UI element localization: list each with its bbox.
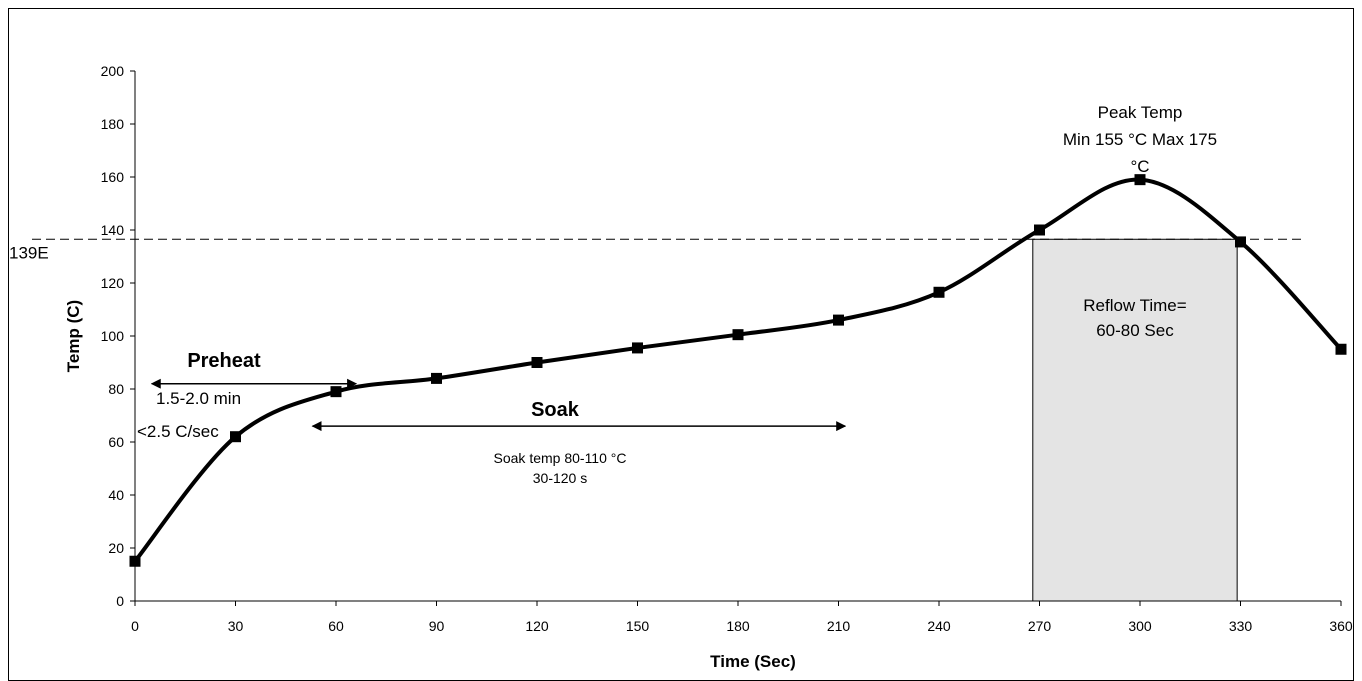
soak-title: Soak bbox=[531, 399, 580, 421]
data-point bbox=[230, 431, 241, 443]
x-tick-label: 120 bbox=[525, 618, 549, 634]
x-tick-label: 330 bbox=[1229, 618, 1253, 634]
x-tick-label: 270 bbox=[1028, 618, 1052, 634]
x-tick-label: 30 bbox=[228, 618, 244, 634]
preheat-duration: 1.5-2.0 min bbox=[156, 389, 241, 408]
x-tick-label: 180 bbox=[726, 618, 750, 634]
x-tick-label: 210 bbox=[827, 618, 851, 634]
data-point bbox=[1335, 343, 1347, 355]
y-tick-label: 140 bbox=[101, 222, 125, 238]
soak-temp: Soak temp 80-110 °C bbox=[494, 450, 627, 466]
preheat-title: Preheat bbox=[187, 350, 261, 372]
peak-temp-label: Peak Temp bbox=[1098, 103, 1183, 122]
x-tick-label: 60 bbox=[328, 618, 344, 634]
y-tick-label: 120 bbox=[101, 275, 125, 291]
data-point bbox=[431, 372, 442, 384]
peak-temp-label: °C bbox=[1130, 157, 1149, 176]
y-tick-label: 20 bbox=[108, 540, 124, 556]
x-tick-label: 240 bbox=[927, 618, 951, 634]
data-point bbox=[933, 286, 945, 298]
y-tick-label: 40 bbox=[108, 487, 124, 503]
y-tick-label: 80 bbox=[108, 381, 124, 397]
x-tick-label: 300 bbox=[1128, 618, 1152, 634]
y-tick-label: 60 bbox=[108, 434, 124, 450]
peak-temp-label: Min 155 °C Max 175 bbox=[1063, 130, 1217, 149]
y-tick-label: 160 bbox=[101, 169, 125, 185]
y-tick-label: 100 bbox=[101, 328, 125, 344]
reference-line-label: 139E bbox=[9, 243, 49, 262]
data-point bbox=[531, 357, 543, 368]
data-point bbox=[632, 342, 643, 354]
y-axis-title: Temp (C) bbox=[64, 300, 83, 372]
x-tick-label: 0 bbox=[131, 618, 139, 634]
x-axis-title: Time (Sec) bbox=[710, 652, 796, 671]
data-point bbox=[1034, 224, 1045, 236]
data-point bbox=[330, 386, 342, 398]
x-tick-label: 90 bbox=[429, 618, 445, 634]
reflow-region-label: Reflow Time= bbox=[1083, 296, 1187, 315]
reflow-region-label: 60-80 Sec bbox=[1096, 321, 1174, 340]
y-tick-label: 180 bbox=[101, 116, 125, 132]
y-tick-label: 200 bbox=[101, 63, 125, 79]
data-point bbox=[1235, 236, 1246, 248]
data-point bbox=[732, 329, 744, 341]
data-point bbox=[129, 555, 141, 567]
x-tick-label: 360 bbox=[1329, 618, 1353, 634]
y-tick-label: 0 bbox=[116, 593, 124, 609]
reflow-region bbox=[1032, 238, 1238, 602]
x-tick-label: 150 bbox=[626, 618, 650, 634]
data-point bbox=[1134, 174, 1146, 186]
soak-time: 30-120 s bbox=[533, 470, 587, 486]
data-point bbox=[833, 314, 844, 326]
preheat-rate: <2.5 C/sec bbox=[137, 422, 219, 441]
